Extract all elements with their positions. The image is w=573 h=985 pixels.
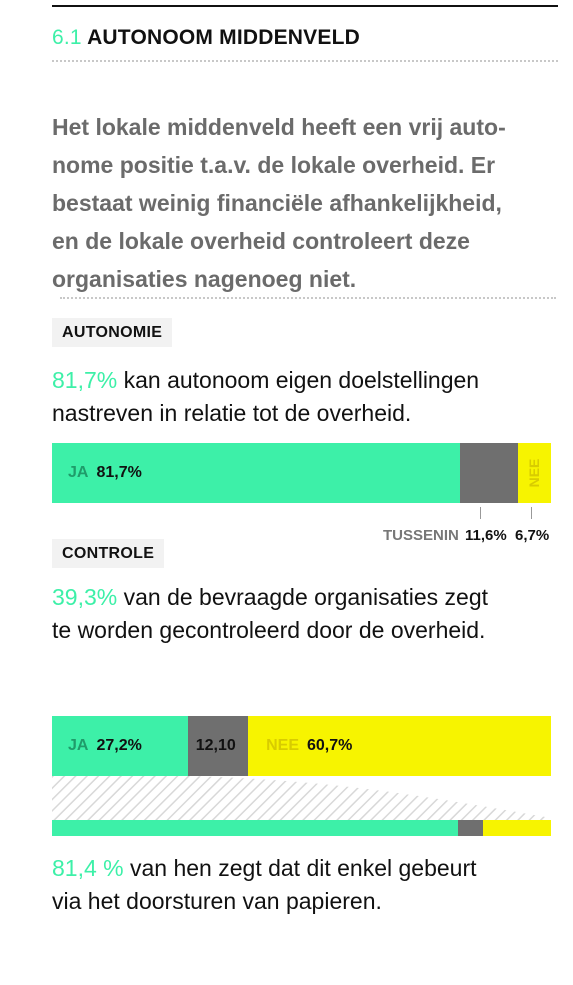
papieren-line-2: via het doorsturen van papieren.: [52, 888, 382, 914]
autonomie-ja-value: 81,7%: [96, 464, 142, 481]
papieren-bar: [52, 820, 551, 836]
tussenin-key: TUSSENIN: [383, 527, 459, 544]
intro-line-4: en de lokale overheid controleert deze: [52, 228, 470, 254]
autonomie-ja-key: JA: [68, 464, 89, 481]
top-rule: [52, 5, 558, 7]
papieren-ja-segment: [52, 820, 459, 836]
autonomie-line-2: nastreven in relatie tot de overheid.: [52, 400, 412, 426]
controle-nee-segment: NEE 60,7%: [248, 716, 551, 776]
autonomie-pct: 81,7%: [52, 367, 118, 393]
dotted-divider-top: [52, 60, 558, 62]
autonomie-statement: 81,7% kan autonoom eigen doelstellingen …: [52, 364, 479, 430]
section-title: 6.1 AUTONOOM MIDDENVELD: [52, 26, 360, 50]
autonomie-nee-key: NEE: [526, 458, 543, 488]
dotted-divider-mid: [60, 297, 556, 299]
tussenin-tick: [480, 507, 481, 519]
autonomie-tag: AUTONOMIE: [52, 318, 173, 347]
section-number: 6.1: [52, 26, 82, 49]
nee-tick: [531, 507, 532, 519]
nee-value-label: 6,7%: [515, 527, 550, 544]
controle-ja-segment: JA 27,2%: [52, 716, 188, 776]
tussenin-value: 11,6%: [465, 527, 507, 544]
autonomie-line-1: kan autonoom eigen doelstellingen: [117, 367, 480, 393]
controle-nee-value: 60,7%: [307, 737, 353, 754]
autonomie-ja-segment: JA 81,7%: [52, 443, 460, 503]
section-title-text: AUTONOOM MIDDENVELD: [87, 26, 360, 49]
controle-ja-key: JA: [68, 737, 89, 754]
papieren-nee-segment: [483, 820, 551, 836]
tussenin-label: TUSSENIN 11,6%: [383, 527, 507, 544]
papieren-line-1: van hen zegt dat dit enkel gebeurt: [123, 855, 477, 881]
controle-nee-key: NEE: [266, 737, 299, 754]
papieren-pct: 81,4 %: [52, 855, 124, 881]
controle-ja-value: 27,2%: [96, 737, 142, 754]
intro-line-1: Het lokale middenveld heeft een vrij aut…: [52, 114, 506, 140]
autonomie-bar: JA 81,7% NEE: [52, 443, 551, 503]
controle-statement: 39,3% van de bevraagde organisaties zegt…: [52, 581, 488, 647]
intro-line-3: bestaat weinig financiële afhankelijkhei…: [52, 190, 502, 216]
controle-line-1: van de bevraagde organisaties zegt: [117, 584, 489, 610]
intro-line-5: organisaties nagenoeg niet.: [52, 266, 357, 292]
papieren-mid-segment: [458, 820, 484, 836]
controle-line-2: te worden gecontroleerd door de overheid…: [52, 617, 486, 643]
controle-tag: CONTROLE: [52, 539, 165, 568]
autonomie-ja-label: JA 81,7%: [68, 464, 142, 482]
funnel-hatch: [52, 776, 551, 820]
controle-bar: JA 27,2% 12,10 NEE 60,7%: [52, 716, 551, 776]
controle-nee-label: NEE 60,7%: [266, 737, 352, 755]
controle-mid-value: 12,10: [195, 737, 236, 754]
controle-mid-segment: 12,10: [187, 716, 249, 776]
controle-pct: 39,3%: [52, 584, 118, 610]
intro-line-2: nome positie t.a.v. de lokale overheid. …: [52, 152, 496, 178]
papieren-statement: 81,4 % van hen zegt dat dit enkel gebeur…: [52, 852, 477, 918]
autonomie-tussenin-segment: [459, 443, 518, 503]
controle-ja-label: JA 27,2%: [68, 737, 142, 755]
intro-paragraph: Het lokale middenveld heeft een vrij aut…: [52, 108, 552, 298]
autonomie-nee-segment: NEE: [517, 443, 551, 503]
